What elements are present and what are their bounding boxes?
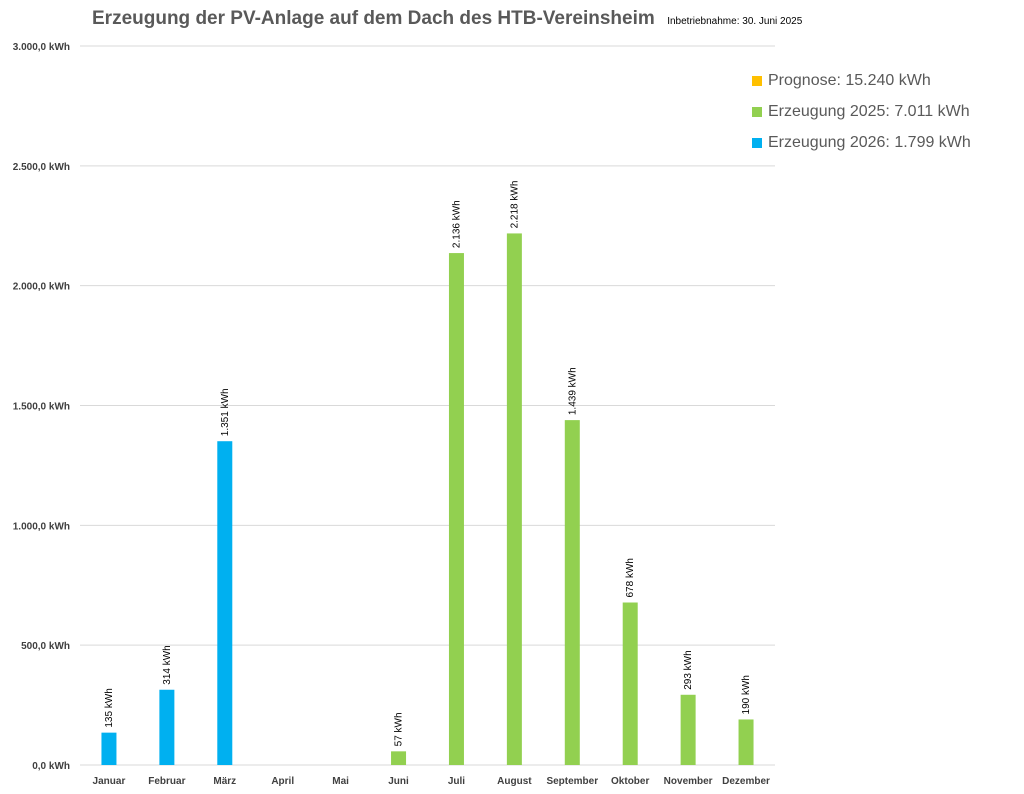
legend-label-erzeugung-2025: Erzeugung 2025: 7.011 kWh: [768, 102, 970, 120]
x-tick-label: Januar: [93, 776, 126, 787]
chart-subtitle: Inbetriebnahme: 30. Juni 2025: [667, 16, 803, 27]
bar-erzeugung-2025: [448, 253, 464, 765]
bar-erzeugung-2025: [680, 694, 696, 765]
legend-label-erzeugung-2026: Erzeugung 2026: 1.799 kWh: [768, 133, 971, 151]
legend-item-erzeugung-2026: Erzeugung 2026: 1.799 kWh: [752, 127, 971, 158]
chart-legend: Prognose: 15.240 kWh Erzeugung 2025: 7.0…: [752, 65, 971, 158]
y-tick-label: 1.000,0 kWh: [13, 521, 70, 532]
data-label: 314 kWh: [162, 645, 173, 684]
data-label: 293 kWh: [683, 650, 694, 689]
legend-item-erzeugung-2025: Erzeugung 2025: 7.011 kWh: [752, 96, 971, 127]
x-tick-label: Mai: [332, 776, 349, 787]
y-tick-label: 3.000,0 kWh: [13, 42, 70, 53]
bar-erzeugung-2026: [101, 732, 117, 765]
bar-erzeugung-2026: [159, 689, 175, 765]
y-tick-label: 1.500,0 kWh: [13, 402, 70, 413]
data-label: 2.218 kWh: [509, 181, 520, 229]
data-label: 678 kWh: [625, 558, 636, 597]
data-label: 1.351 kWh: [220, 388, 231, 436]
data-label: 190 kWh: [741, 675, 752, 714]
legend-label-prognose: Prognose: 15.240 kWh: [768, 71, 931, 89]
data-label: 135 kWh: [104, 688, 115, 727]
data-label: 2.136 kWh: [451, 200, 462, 248]
bar-erzeugung-2025: [391, 751, 407, 765]
data-label: 57 kWh: [394, 712, 405, 746]
x-tick-label: September: [546, 776, 598, 787]
x-tick-label: Oktober: [611, 776, 649, 787]
x-tick-label: August: [497, 776, 532, 787]
legend-swatch-erzeugung-2026: [752, 137, 762, 148]
y-tick-label: 2.500,0 kWh: [13, 162, 70, 173]
y-tick-label: 2.000,0 kWh: [13, 282, 70, 293]
x-tick-label: November: [664, 776, 713, 787]
bar-erzeugung-2025: [738, 719, 754, 765]
legend-item-prognose: Prognose: 15.240 kWh: [752, 65, 971, 96]
data-label: 1.439 kWh: [567, 367, 578, 415]
y-tick-label: 500,0 kWh: [21, 641, 70, 652]
x-tick-label: März: [213, 776, 236, 787]
x-tick-label: Juni: [388, 776, 409, 787]
bar-erzeugung-2025: [622, 602, 638, 765]
legend-swatch-erzeugung-2025: [752, 106, 762, 117]
chart-title: Erzeugung der PV-Anlage auf dem Dach des…: [92, 8, 655, 29]
x-tick-label: Dezember: [722, 776, 770, 787]
legend-swatch-prognose: [752, 75, 762, 86]
title-row: Erzeugung der PV-Anlage auf dem Dach des…: [92, 8, 802, 30]
bar-erzeugung-2026: [217, 441, 233, 765]
bar-erzeugung-2025: [506, 233, 522, 766]
x-tick-label: Juli: [448, 776, 465, 787]
x-tick-label: April: [271, 776, 294, 787]
bar-erzeugung-2025: [564, 420, 580, 765]
y-tick-label: 0,0 kWh: [32, 761, 70, 772]
x-tick-label: Februar: [148, 776, 185, 787]
